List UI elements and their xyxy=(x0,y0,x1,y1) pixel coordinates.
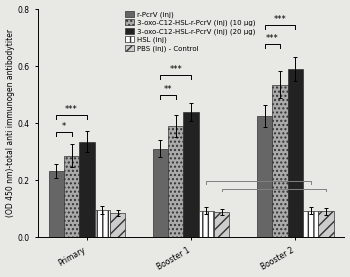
Bar xyxy=(199,211,214,237)
Bar xyxy=(288,69,303,237)
Legend: r-PcrV (inj), 3-oxo-C12-HSL-r-PcrV (inj) (10 μg), 3-oxo-C12-HSL-r-PcrV (inj) (20: r-PcrV (inj), 3-oxo-C12-HSL-r-PcrV (inj)… xyxy=(124,10,257,52)
Bar xyxy=(153,149,168,237)
Y-axis label: (OD 450 nm)-total anti immunogen antibodytiter: (OD 450 nm)-total anti immunogen antibod… xyxy=(6,29,15,217)
Text: ***: *** xyxy=(266,34,279,43)
Text: ***: *** xyxy=(169,65,182,74)
Text: *: * xyxy=(62,122,66,131)
Bar xyxy=(49,171,64,237)
Bar xyxy=(183,112,199,237)
Bar xyxy=(303,211,319,237)
Bar xyxy=(214,212,230,237)
Bar xyxy=(64,156,79,237)
Text: ***: *** xyxy=(274,15,286,24)
Bar xyxy=(272,84,288,237)
Bar xyxy=(94,210,110,237)
Bar xyxy=(257,116,272,237)
Bar xyxy=(318,211,334,237)
Bar xyxy=(110,213,125,237)
Text: **: ** xyxy=(164,85,172,94)
Bar xyxy=(168,126,183,237)
Text: ***: *** xyxy=(65,105,78,114)
Bar xyxy=(79,142,95,237)
